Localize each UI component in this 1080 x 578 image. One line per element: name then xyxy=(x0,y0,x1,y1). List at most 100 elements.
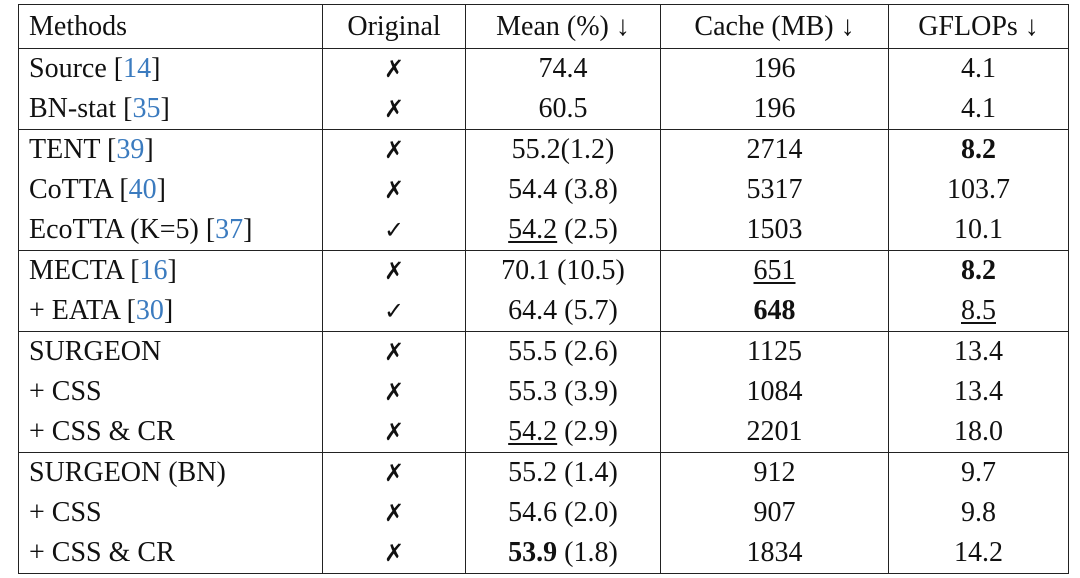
cell-text: ] xyxy=(156,174,166,205)
cell-text: ] xyxy=(243,214,253,245)
check-mark: ✗ xyxy=(383,378,405,406)
table-cell: 8.5 xyxy=(888,291,1069,332)
cell-text: SURGEON (BN) xyxy=(29,457,226,488)
cell-text: 13.4 xyxy=(954,336,1003,367)
cell-text: 55.2(1.2) xyxy=(511,134,615,165)
table-cell: 10.1 xyxy=(888,210,1069,251)
table-cell: 13.4 xyxy=(888,331,1069,372)
citation: 16 xyxy=(139,255,168,286)
header-cell: Original xyxy=(322,4,466,49)
table-cell: 4.1 xyxy=(888,89,1069,130)
cell-text: 54.4 (3.8) xyxy=(508,174,618,205)
cell-text: [ xyxy=(123,93,133,124)
table-cell: 70.1 (10.5) xyxy=(465,250,661,291)
table-row: + CSS ✗ 54.6 (2.0) 907 9.8 xyxy=(18,493,1069,533)
table-row: SURGEON (BN) ✗ 55.2 (1.4) 912 9.7 xyxy=(18,452,1069,493)
cell-text: 54.2 xyxy=(508,214,558,245)
cell-text: (1.8) xyxy=(557,537,618,568)
check-mark: ✗ xyxy=(383,499,405,527)
cell-text: EcoTTA (K=5) xyxy=(29,214,206,245)
table-cell: 2714 xyxy=(660,129,889,170)
header-row: Methods Original Mean (%) ↓ Cache (MB) ↓ GFL… xyxy=(18,4,1069,49)
table-cell: 4.1 xyxy=(888,48,1069,89)
table-cell: MECTA [16] xyxy=(18,250,323,291)
table-row: + CSS & CR ✗ 53.9 (1.8) 1834 14.2 xyxy=(18,533,1069,574)
cell-text: 55.3 (3.9) xyxy=(508,376,618,407)
cell-text: 13.4 xyxy=(954,376,1003,407)
check-mark: ✓ xyxy=(383,297,405,325)
table-cell: ✓ xyxy=(322,291,466,332)
table-cell: EcoTTA (K=5) [37] xyxy=(18,210,323,251)
cell-text: 1084 xyxy=(746,376,803,407)
table-cell: SURGEON (BN) xyxy=(18,452,323,493)
cell-text: [ xyxy=(113,53,124,84)
table-cell: 1084 xyxy=(660,372,889,412)
table-cell: ✗ xyxy=(322,170,466,210)
header-cell: GFLOPs ↓ xyxy=(888,4,1069,49)
citation: 14 xyxy=(123,53,152,84)
cell-text: BN-stat xyxy=(29,93,124,124)
table-cell: ✗ xyxy=(322,493,466,533)
cell-text: 4.1 xyxy=(961,53,996,84)
cell-text: 5317 xyxy=(746,174,803,205)
cell-text: [ xyxy=(119,174,129,205)
cell-text: 912 xyxy=(753,457,796,488)
table-cell: 8.2 xyxy=(888,250,1069,291)
table-cell: 55.5 (2.6) xyxy=(465,331,661,372)
cell-text: [ xyxy=(107,134,117,165)
cell-text: 9.8 xyxy=(961,497,996,528)
table-cell: ✗ xyxy=(322,452,466,493)
cell-text: CoTTA xyxy=(29,174,120,205)
table-row: CoTTA [40] ✗ 54.4 (3.8) 5317 103.7 xyxy=(18,170,1069,210)
table-cell: 9.7 xyxy=(888,452,1069,493)
cell-text: + CSS xyxy=(29,376,102,407)
cell-text: Source xyxy=(29,53,114,84)
table-cell: 55.2 (1.4) xyxy=(465,452,661,493)
cell-text: (2.9) xyxy=(557,416,618,447)
cell-text: 907 xyxy=(753,497,796,528)
table-cell: ✗ xyxy=(322,250,466,291)
cell-text: ] xyxy=(163,295,174,326)
citation: 37 xyxy=(215,214,244,245)
cell-text: SURGEON xyxy=(29,336,162,367)
cell-text: ] xyxy=(144,134,154,165)
cell-text: + CSS & CR xyxy=(29,416,175,447)
table-cell: 651 xyxy=(660,250,889,291)
cell-text: MECTA xyxy=(29,255,131,286)
table-cell: 196 xyxy=(660,89,889,130)
table-cell: TENT [39] xyxy=(18,129,323,170)
table-cell: ✗ xyxy=(322,331,466,372)
table-cell: Source [14] xyxy=(18,48,323,89)
cell-text: 196 xyxy=(753,93,796,124)
cell-text: 1503 xyxy=(746,214,803,245)
cell-text: 55.2 (1.4) xyxy=(508,457,618,488)
cell-text: 18.0 xyxy=(954,416,1003,447)
table-cell: 60.5 xyxy=(465,89,661,130)
cell-text: 14.2 xyxy=(954,537,1003,568)
cell-text: 9.7 xyxy=(961,457,996,488)
table-cell: ✗ xyxy=(322,412,466,453)
check-mark: ✗ xyxy=(383,176,405,204)
cell-text: 60.5 xyxy=(538,93,588,124)
check-mark: ✗ xyxy=(383,95,405,123)
table-body: Source [14] ✗ 74.4 196 4.1 BN-stat [35] ✗ 60.5 1… xyxy=(18,48,1069,574)
table-cell: + CSS xyxy=(18,493,323,533)
cell-text: 1125 xyxy=(747,336,802,367)
citation: 39 xyxy=(116,134,145,165)
cell-text: [ xyxy=(130,255,140,286)
header-cell: Methods xyxy=(18,4,323,49)
table-row: TENT [39] ✗ 55.2(1.2) 2714 8.2 xyxy=(18,129,1069,170)
cell-text: 8.2 xyxy=(961,255,996,286)
table-cell: 196 xyxy=(660,48,889,89)
table-cell: 64.4 (5.7) xyxy=(465,291,661,332)
table-row: + EATA [30] ✓ 64.4 (5.7) 648 8.5 xyxy=(18,291,1069,332)
table-row: SURGEON ✗ 55.5 (2.6) 1125 13.4 xyxy=(18,331,1069,372)
cell-text: 648 xyxy=(753,295,796,326)
cell-text: 1834 xyxy=(746,537,803,568)
table-cell: 648 xyxy=(660,291,889,332)
table-cell: 54.2 (2.5) xyxy=(465,210,661,251)
table-cell: 74.4 xyxy=(465,48,661,89)
check-mark: ✗ xyxy=(383,539,405,567)
cell-text: + CSS xyxy=(29,497,102,528)
